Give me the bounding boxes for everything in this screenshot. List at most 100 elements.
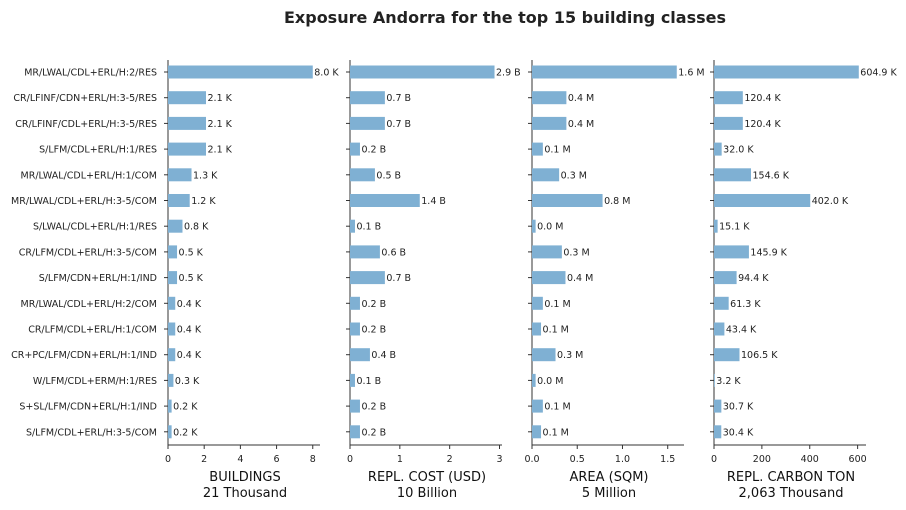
bar [168,373,174,387]
value-label: 30.7 K [723,402,754,413]
value-label: 0.8 M [604,196,630,207]
bar [350,65,495,79]
bar [350,142,360,156]
x-tick-label: 8 [310,454,316,465]
bar [532,194,603,207]
value-label: 1.3 K [193,170,218,181]
value-label: 106.5 K [741,350,778,361]
x-axis-title: AREA (SQM) [569,470,648,485]
category-label: S+SL/LFM/CDN+ERL/H:1/IND [19,402,157,413]
value-label: 0.2 B [361,299,386,310]
x-axis-title: REPL. COST (USD) [368,470,486,485]
bar [168,65,313,79]
value-label: 0.1 M [543,427,569,438]
x-tick-label: 0 [347,454,353,465]
bar [168,271,178,285]
value-label: 2.1 K [208,119,233,130]
value-label: 43.4 K [726,325,757,336]
value-label: 0.5 K [179,273,204,284]
x-tick-label: 3 [496,454,502,465]
value-label: 3.2 K [716,376,741,387]
category-label: MR/LWAL/CDL+ERL/H:2/RES [24,68,157,79]
value-label: 1.2 K [191,196,216,207]
value-label: 0.7 B [386,119,411,130]
value-label: 0.4 K [177,299,202,310]
bar [168,168,192,182]
value-label: 15.1 K [719,222,750,233]
value-label: 0.1 M [544,402,570,413]
category-label: CR/LFM/CDL+ERL/H:1/COM [28,325,157,336]
x-tick-label: 600 [849,454,867,465]
x-tick-label: 2 [201,454,207,465]
value-label: 0.3 M [557,350,583,361]
value-label: 0.5 K [179,247,204,258]
bar [714,142,722,156]
bar [350,245,380,259]
bar [532,65,677,79]
value-label: 402.0 K [812,196,849,207]
bar [532,245,562,259]
bar [350,194,420,207]
bar [350,116,385,130]
value-label: 0.4 M [568,93,594,104]
bar [168,245,178,259]
x-tick-label: 1 [397,454,403,465]
bar [714,91,743,105]
value-label: 0.4 K [177,350,202,361]
x-tick-label: 2 [447,454,453,465]
category-label: S/LFM/CDL+ERL/H:1/RES [39,145,157,156]
value-label: 120.4 K [744,93,781,104]
bar [714,65,859,79]
value-label: 120.4 K [744,119,781,130]
bar [168,399,172,413]
value-label: 0.2 B [361,402,386,413]
category-label: S/LFM/CDN+ERL/H:1/IND [39,273,157,284]
x-axis-title: REPL. CARBON TON [727,470,855,485]
value-label: 604.9 K [860,68,897,79]
category-label: MR/LWAL/CDL+ERL/H:2/COM [21,299,157,310]
x-axis-title: BUILDINGS [209,470,280,485]
bar [714,194,811,207]
category-label: CR+PC/LFM/CDN+ERL/H:1/IND [11,350,157,361]
x-tick-label: 200 [753,454,771,465]
bar [350,296,360,310]
value-label: 0.1 M [544,145,570,156]
value-label: 0.4 M [567,273,593,284]
bar [168,194,190,207]
bar [532,142,543,156]
category-label: W/LFM/CDL+ERM/H:1/RES [33,376,157,387]
bar [714,168,752,182]
value-label: 0.8 K [184,222,209,233]
bar [714,399,722,413]
bar [532,91,567,105]
value-label: 0.4 M [568,119,594,130]
bar [532,219,536,233]
category-label: CR/LFINF/CDL+ERL/H:3-5/RES [15,119,157,130]
bar [350,91,385,105]
value-label: 1.4 B [421,196,446,207]
value-label: 0.2 B [361,325,386,336]
value-label: 30.4 K [723,427,754,438]
value-label: 1.6 M [678,68,704,79]
bar [350,322,360,336]
bar [714,425,722,439]
bar [714,373,715,387]
x-axis-total: 21 Thousand [203,486,287,501]
bar [714,322,725,336]
value-label: 2.1 K [208,93,233,104]
value-label: 0.6 B [381,247,406,258]
bar [532,348,556,362]
bar [532,425,542,439]
bar [714,296,729,310]
value-label: 0.1 M [544,299,570,310]
bar [714,245,749,259]
bar [532,168,560,182]
bar [714,271,737,285]
value-label: 0.2 K [173,402,198,413]
bar [714,116,743,130]
value-label: 0.4 K [177,325,202,336]
bar [168,219,183,233]
value-label: 2.1 K [208,145,233,156]
value-label: 8.0 K [314,68,339,79]
bar [350,373,355,387]
